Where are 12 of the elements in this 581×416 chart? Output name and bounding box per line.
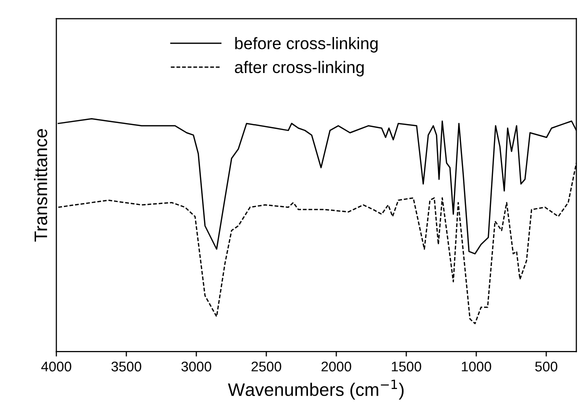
x-tick-label: 3500	[111, 362, 142, 372]
x-tick-label: 1500	[392, 362, 422, 372]
legend-label: before cross-linking	[235, 37, 378, 53]
y-axis-title: Transmittance	[34, 129, 48, 242]
x-tick-label: 3000	[181, 362, 212, 372]
x-tick-label: 1000	[462, 362, 492, 372]
x-tick-label: 4000	[41, 362, 72, 372]
x-tick-label: 500	[535, 362, 558, 372]
x-tick-label: 2000	[322, 362, 352, 372]
x-axis-title: Wavenumbers (cm$^{−1}$)	[228, 380, 404, 400]
legend-label: after cross-linking	[234, 60, 364, 76]
x-tick-label: 2500	[252, 362, 282, 372]
